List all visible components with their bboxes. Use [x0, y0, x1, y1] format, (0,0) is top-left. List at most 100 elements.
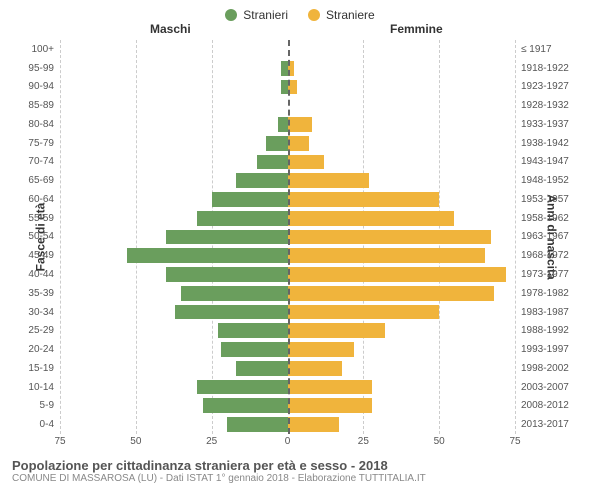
- birth-year-label: 1973-1977: [515, 269, 569, 280]
- bar-male: [221, 342, 288, 357]
- birth-year-label: 1983-1987: [515, 307, 569, 318]
- bar-female: [288, 192, 440, 207]
- age-label: 90-94: [28, 81, 60, 92]
- bar-female: [288, 286, 494, 301]
- age-label: 70-74: [28, 156, 60, 167]
- bar-male: [181, 286, 287, 301]
- age-label: 85-89: [28, 100, 60, 111]
- plot-area: Fasce di età Anni di nascita 100+≤ 19179…: [0, 40, 600, 434]
- birth-year-label: 1968-1972: [515, 250, 569, 261]
- bar-male: [127, 248, 288, 263]
- bar-male: [203, 398, 288, 413]
- birth-year-label: 1938-1942: [515, 138, 569, 149]
- chart-subtitle: COMUNE DI MASSAROSA (LU) - Dati ISTAT 1°…: [12, 473, 588, 484]
- bar-female: [288, 342, 355, 357]
- age-label: 5-9: [40, 400, 60, 411]
- bar-male: [236, 173, 288, 188]
- birth-year-label: 2013-2017: [515, 419, 569, 430]
- x-tick-label: 75: [54, 436, 65, 447]
- bar-female: [288, 380, 373, 395]
- age-label: 75-79: [28, 138, 60, 149]
- legend-item-male: Stranieri: [225, 8, 288, 22]
- bar-male: [212, 192, 288, 207]
- x-tick-label: 25: [206, 436, 217, 447]
- plot: 100+≤ 191795-991918-192290-941923-192785…: [60, 40, 515, 434]
- bar-female: [288, 323, 385, 338]
- bar-female: [288, 136, 309, 151]
- age-label: 80-84: [28, 119, 60, 130]
- header-male: Maschi: [150, 22, 191, 36]
- age-label: 60-64: [28, 194, 60, 205]
- birth-year-label: 1948-1952: [515, 175, 569, 186]
- age-label: 100+: [31, 44, 60, 55]
- age-label: 15-19: [28, 363, 60, 374]
- center-line: [288, 40, 290, 434]
- birth-year-label: 1943-1947: [515, 156, 569, 167]
- legend: Stranieri Straniere: [0, 0, 600, 22]
- birth-year-label: 1958-1962: [515, 213, 569, 224]
- bar-male: [175, 305, 287, 320]
- bar-male: [236, 361, 288, 376]
- x-tick-label: 50: [130, 436, 141, 447]
- bar-male: [227, 417, 288, 432]
- age-label: 30-34: [28, 307, 60, 318]
- legend-swatch-male: [225, 9, 237, 21]
- chart-footer: Popolazione per cittadinanza straniera p…: [0, 454, 600, 484]
- birth-year-label: ≤ 1917: [515, 44, 552, 55]
- age-label: 40-44: [28, 269, 60, 280]
- age-label: 25-29: [28, 325, 60, 336]
- bar-male: [257, 155, 287, 170]
- birth-year-label: 2008-2012: [515, 400, 569, 411]
- age-label: 35-39: [28, 288, 60, 299]
- bar-male: [266, 136, 287, 151]
- legend-swatch-female: [308, 9, 320, 21]
- x-axis: 7550250255075: [60, 434, 515, 454]
- age-label: 50-54: [28, 231, 60, 242]
- bar-female: [288, 248, 485, 263]
- bar-male: [197, 380, 288, 395]
- section-headers: Maschi Femmine: [0, 22, 600, 40]
- birth-year-label: 1918-1922: [515, 63, 569, 74]
- x-tick-label: 50: [434, 436, 445, 447]
- bar-female: [288, 417, 340, 432]
- header-female: Femmine: [390, 22, 443, 36]
- bar-female: [288, 230, 491, 245]
- bar-female: [288, 211, 455, 226]
- age-label: 10-14: [28, 382, 60, 393]
- legend-label-female: Straniere: [326, 8, 375, 22]
- age-label: 55-59: [28, 213, 60, 224]
- legend-label-male: Stranieri: [243, 8, 288, 22]
- bar-female: [288, 155, 324, 170]
- birth-year-label: 1978-1982: [515, 288, 569, 299]
- bar-male: [278, 117, 287, 132]
- bar-female: [288, 267, 506, 282]
- bar-female: [288, 173, 370, 188]
- birth-year-label: 1953-1957: [515, 194, 569, 205]
- birth-year-label: 1923-1927: [515, 81, 569, 92]
- birth-year-label: 2003-2007: [515, 382, 569, 393]
- age-label: 95-99: [28, 63, 60, 74]
- birth-year-label: 1933-1937: [515, 119, 569, 130]
- chart-title: Popolazione per cittadinanza straniera p…: [12, 458, 588, 473]
- birth-year-label: 1993-1997: [515, 344, 569, 355]
- x-tick-label: 75: [509, 436, 520, 447]
- bar-male: [166, 230, 287, 245]
- age-label: 0-4: [40, 419, 60, 430]
- age-label: 65-69: [28, 175, 60, 186]
- bar-female: [288, 361, 343, 376]
- bar-female: [288, 117, 312, 132]
- legend-item-female: Straniere: [308, 8, 375, 22]
- x-tick-label: 0: [285, 436, 291, 447]
- birth-year-label: 1928-1932: [515, 100, 569, 111]
- bar-female: [288, 305, 440, 320]
- bar-male: [166, 267, 287, 282]
- age-label: 20-24: [28, 344, 60, 355]
- age-label: 45-49: [28, 250, 60, 261]
- bar-female: [288, 398, 373, 413]
- bar-male: [197, 211, 288, 226]
- birth-year-label: 1963-1967: [515, 231, 569, 242]
- birth-year-label: 1998-2002: [515, 363, 569, 374]
- birth-year-label: 1988-1992: [515, 325, 569, 336]
- x-tick-label: 25: [358, 436, 369, 447]
- bar-male: [218, 323, 288, 338]
